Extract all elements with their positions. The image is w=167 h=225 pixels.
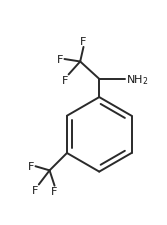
Text: F: F: [32, 185, 38, 196]
Text: F: F: [57, 55, 64, 65]
Text: NH$_2$: NH$_2$: [126, 73, 149, 86]
Text: F: F: [80, 37, 87, 47]
Text: F: F: [51, 187, 58, 197]
Text: F: F: [61, 76, 68, 86]
Text: F: F: [28, 162, 35, 171]
